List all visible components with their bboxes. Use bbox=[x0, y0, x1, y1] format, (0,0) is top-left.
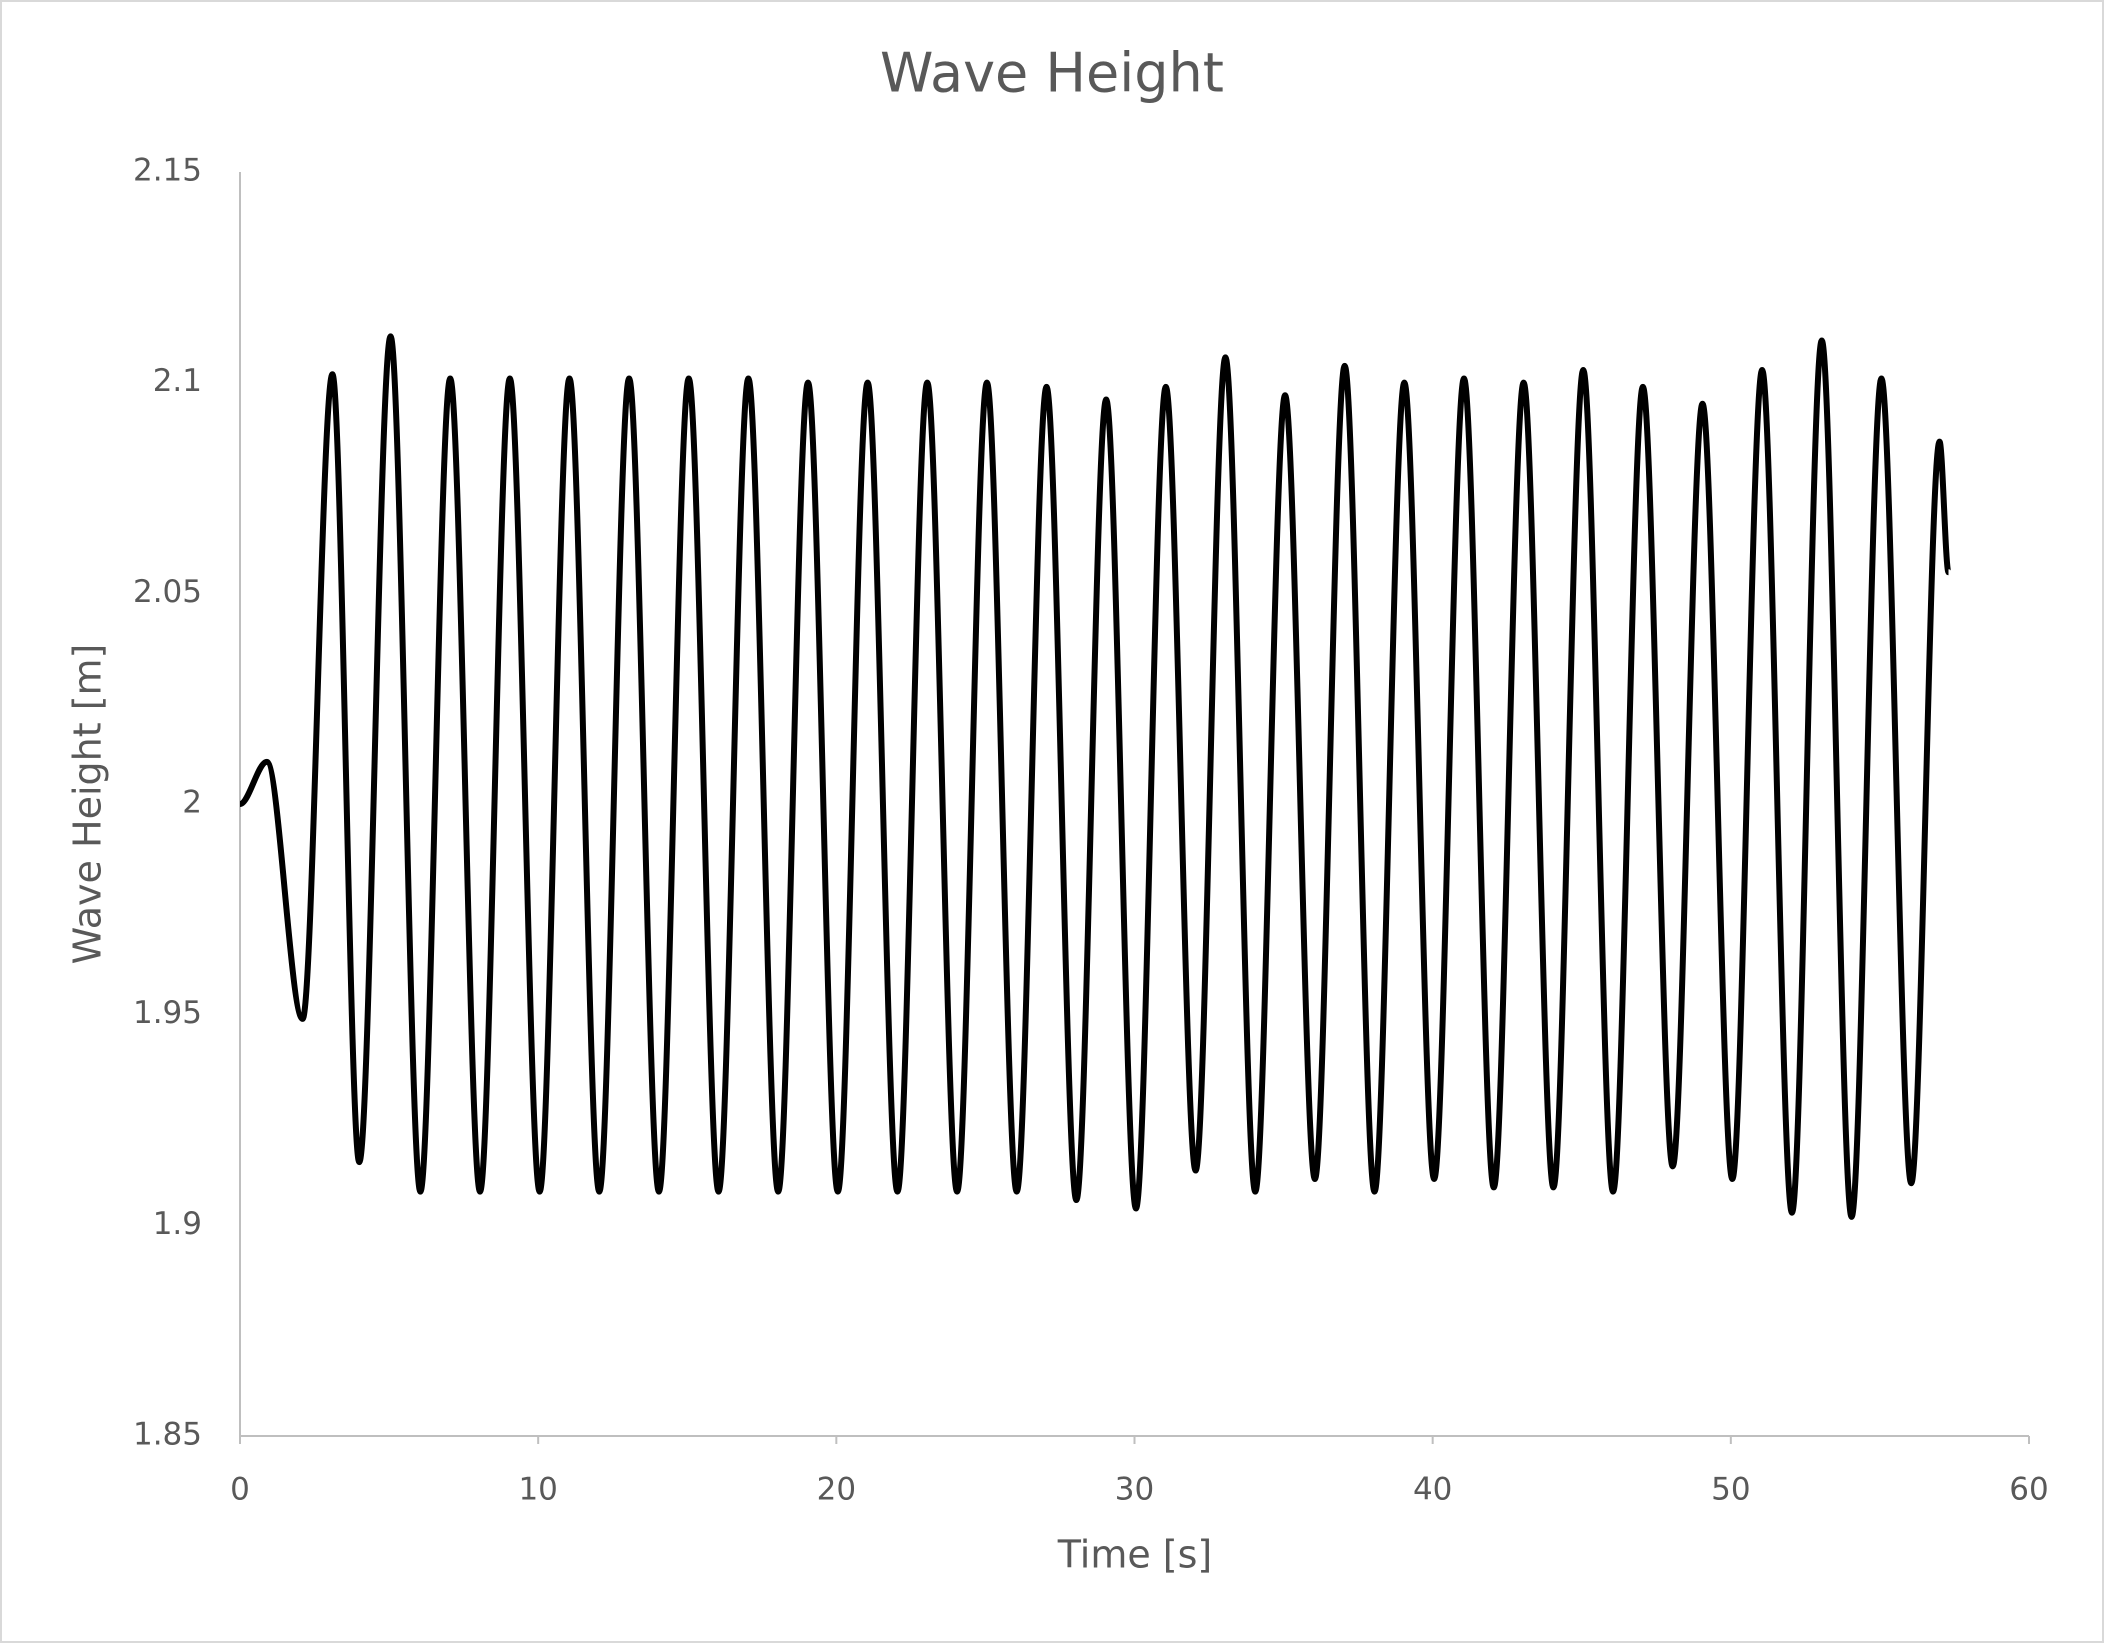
y-tick-label: 1.9 bbox=[153, 1206, 202, 1242]
x-tick-label: 40 bbox=[1413, 1472, 1452, 1508]
x-tick-label: 60 bbox=[2009, 1472, 2048, 1508]
x-tick-label: 10 bbox=[518, 1472, 557, 1508]
y-tick-label: 2 bbox=[182, 785, 202, 821]
x-tick-label: 30 bbox=[1115, 1472, 1154, 1508]
y-tick-label: 2.05 bbox=[133, 574, 202, 610]
data-line bbox=[238, 333, 1952, 1220]
x-tick-label: 0 bbox=[230, 1472, 250, 1508]
y-tick-label: 2.15 bbox=[133, 153, 202, 189]
x-tick-label: 20 bbox=[817, 1472, 856, 1508]
y-axis-title: Wave Height [m] bbox=[66, 644, 110, 965]
y-tick-label: 1.85 bbox=[133, 1417, 202, 1453]
x-tick-label: 50 bbox=[1711, 1472, 1750, 1508]
chart-title: Wave Height bbox=[880, 42, 1224, 105]
y-tick-label: 1.95 bbox=[133, 995, 202, 1031]
x-axis-title: Time [s] bbox=[1057, 1533, 1213, 1577]
y-tick-label: 2.1 bbox=[153, 363, 202, 399]
